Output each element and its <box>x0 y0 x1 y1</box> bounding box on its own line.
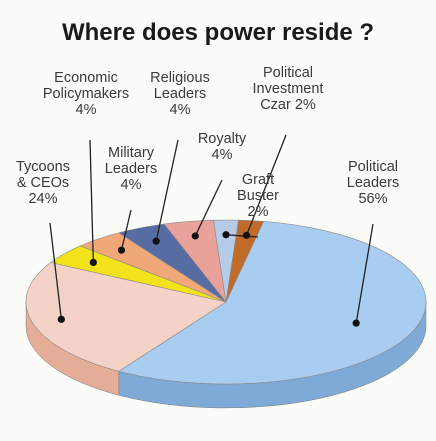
slice-label-3-line-2: 4% <box>121 177 142 193</box>
leader-dot-3 <box>117 246 126 254</box>
leader-dot-0 <box>352 319 360 327</box>
slice-label-6-line-2: 2% <box>248 204 269 220</box>
slice-7 <box>225 219 264 303</box>
slice-0 <box>118 221 427 385</box>
slice-label-6-line-0: Graft <box>242 172 274 188</box>
slice-label-6-line-1: Buster <box>237 188 279 204</box>
slice-label-0-line-2: 56% <box>358 191 387 207</box>
slice-label-1-line-1: & CEOs <box>17 175 69 191</box>
leader-dot-5 <box>191 232 199 240</box>
slice-label-5-line-1: 4% <box>212 147 233 163</box>
slice-label-7-line-2: Czar 2% <box>260 97 316 113</box>
slice-label-4-line-0: Religious <box>150 70 210 86</box>
slice-label-2-line-0: Economic <box>54 70 118 86</box>
leader-dot-7 <box>242 231 251 239</box>
leader-line-1 <box>49 222 62 320</box>
slice-1 <box>25 262 227 372</box>
slice-label-7-line-0: Political <box>263 65 313 81</box>
leader-line-4 <box>155 139 179 242</box>
leader-line-6 <box>225 234 259 238</box>
leader-dot-2 <box>89 258 97 267</box>
leader-dot-1 <box>57 315 65 323</box>
leader-dot-4 <box>152 237 160 245</box>
slice-label-2-line-1: Policymakers <box>43 86 129 102</box>
slice-label-1-line-0: Tycoons <box>16 159 70 175</box>
leader-dot-6 <box>222 231 230 239</box>
slice-label-0-line-1: Leaders <box>347 175 399 191</box>
slice-label-1-line-2: 24% <box>28 191 57 207</box>
slice-label-0-line-0: Political <box>348 159 398 175</box>
leader-line-0 <box>355 223 374 324</box>
slice-label-3-line-0: Military <box>108 145 155 161</box>
leader-line-5 <box>194 179 223 237</box>
leader-line-3 <box>120 209 132 251</box>
leader-line-7 <box>245 134 287 236</box>
chart-title: Where does power reside ? <box>62 19 374 46</box>
slice-label-5-line-0: Royalty <box>198 131 247 147</box>
slice-label-3-line-1: Leaders <box>105 161 157 177</box>
slice-label-2-line-2: 4% <box>76 102 97 118</box>
slice-label-4-line-2: 4% <box>170 102 191 118</box>
slice-label-7-line-1: Investment <box>253 81 324 97</box>
slice-label-4-line-1: Leaders <box>154 86 206 102</box>
leader-line-2 <box>89 139 94 263</box>
